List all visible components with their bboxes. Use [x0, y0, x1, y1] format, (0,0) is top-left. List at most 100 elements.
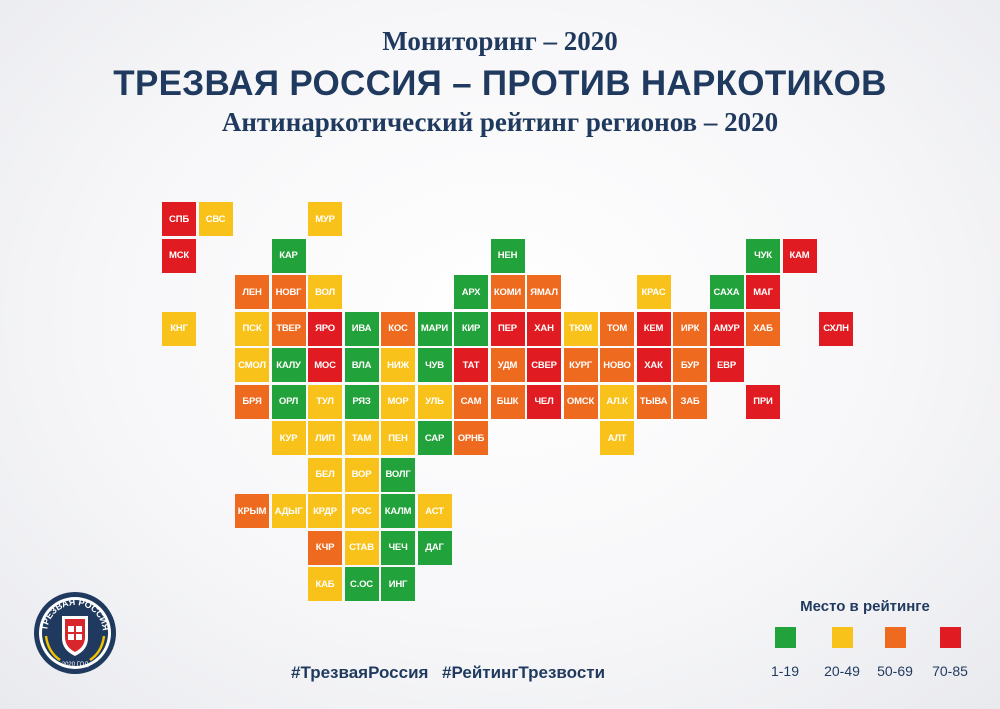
region-tile-80: ЧЕЧ — [381, 530, 415, 565]
region-tile-69: БЕЛ — [308, 457, 342, 492]
region-tile-35: КАЛУ — [271, 348, 306, 382]
region-tile-64: ТАМ — [344, 421, 379, 455]
region-tile-78: КЧР — [308, 530, 342, 565]
region-tile-3: МСК — [162, 238, 196, 273]
region-tile-54: САМ — [454, 384, 488, 419]
hashtag-trezvaya-rossiya[interactable]: #ТрезваяРоссия — [291, 663, 429, 682]
region-tile-59: ТЫВА — [636, 384, 671, 419]
region-tile-55: БШК — [490, 384, 525, 419]
region-tile-65: ПЕН — [381, 421, 415, 455]
region-tile-43: КУРГ — [563, 348, 598, 382]
region-tile-48: БРЯ — [235, 384, 269, 419]
region-tile-46: БУР — [673, 348, 707, 382]
region-tile-6: ЧУК — [746, 238, 780, 273]
region-tile-23: МАРИ — [417, 311, 452, 346]
legend-label-70-85: 70-85 — [932, 663, 968, 679]
region-tile-26: ХАН — [527, 311, 561, 346]
region-tile-58: АЛ.К — [600, 384, 634, 419]
title-subtitle: Антинаркотический рейтинг регионов – 202… — [221, 107, 779, 137]
region-tile-30: ИРК — [673, 311, 707, 346]
region-tile-70: ВОР — [344, 457, 379, 492]
region-tile-75: РОС — [344, 494, 379, 528]
region-tile-83: С.ОС — [344, 567, 379, 601]
region-tile-0: СПБ — [162, 202, 196, 236]
region-tile-31: АМУР — [709, 311, 744, 346]
region-tile-67: ОРНБ — [454, 421, 488, 455]
region-tile-18: ПСК — [235, 311, 269, 346]
region-tile-50: ТУЛ — [308, 384, 342, 419]
region-tile-33: СХЛН — [819, 311, 853, 346]
region-tile-36: МОС — [308, 348, 342, 382]
region-tile-44: НОВО — [600, 348, 634, 382]
region-tile-41: УДМ — [490, 348, 525, 382]
region-tile-24: КИР — [454, 311, 488, 346]
region-tile-53: УЛЬ — [417, 384, 452, 419]
region-tile-62: КУР — [271, 421, 306, 455]
region-tile-25: ПЕР — [490, 311, 525, 346]
title-main: ТРЕЗВАЯ РОССИЯ – ПРОТИВ НАРКОТИКОВ — [113, 64, 887, 103]
legend-swatch-green — [775, 627, 796, 648]
region-tile-42: СВЕР — [527, 348, 561, 382]
region-tile-52: МОР — [381, 384, 415, 419]
region-tile-66: САР — [417, 421, 452, 455]
region-tile-16: МАГ — [746, 275, 780, 309]
region-tile-14: КРАС — [636, 275, 671, 309]
region-tile-8: ЛЕН — [235, 275, 269, 309]
region-tile-60: ЗАБ — [673, 384, 707, 419]
legend-swatch-orange — [885, 627, 906, 648]
region-tile-7: КАМ — [782, 238, 817, 273]
trezvaya-rossiya-logo: ТРЕЗВАЯ РОССИЯ 2020 ГОД — [34, 592, 116, 674]
region-tile-12: КОМИ — [490, 275, 525, 309]
region-tile-10: ВОЛ — [308, 275, 342, 309]
region-tile-47: ЕВР — [709, 348, 744, 382]
region-tile-29: КЕМ — [636, 311, 671, 346]
region-tile-72: КРЫМ — [235, 494, 269, 528]
region-tile-56: ЧЕЛ — [527, 384, 561, 419]
region-tile-40: ТАТ — [454, 348, 488, 382]
region-tile-17: КНГ — [162, 311, 196, 346]
region-tile-38: НИЖ — [381, 348, 415, 382]
region-tile-2: МУР — [308, 202, 342, 236]
region-tile-57: ОМСК — [563, 384, 598, 419]
region-tile-51: РЯЗ — [344, 384, 379, 419]
region-tile-73: АДЫГ — [271, 494, 306, 528]
region-tile-34: СМОЛ — [235, 348, 269, 382]
region-tile-68: АЛТ — [600, 421, 634, 455]
region-tile-1: СВС — [198, 202, 233, 236]
region-tile-9: НОВГ — [271, 275, 306, 309]
region-tile-22: КОС — [381, 311, 415, 346]
region-tile-28: ТОМ — [600, 311, 634, 346]
region-tile-84: ИНГ — [381, 567, 415, 601]
region-tile-71: ВОЛГ — [381, 457, 415, 492]
region-tile-63: ЛИП — [308, 421, 342, 455]
legend-label-50-69: 50-69 — [877, 663, 913, 679]
region-tile-81: ДАГ — [417, 530, 452, 565]
region-tile-77: АСТ — [417, 494, 452, 528]
region-tile-37: ВЛА — [344, 348, 379, 382]
legend-label-1-19: 1-19 — [770, 663, 800, 679]
region-tile-21: ИВА — [344, 311, 379, 346]
region-tile-82: КАБ — [308, 567, 342, 601]
region-tile-74: КРДР — [308, 494, 342, 528]
region-tile-76: КАЛМ — [381, 494, 415, 528]
region-tile-27: ТЮМ — [563, 311, 598, 346]
region-tile-11: АРХ — [454, 275, 488, 309]
region-tile-45: ХАК — [636, 348, 671, 382]
legend-swatch-yellow — [832, 627, 853, 648]
region-tile-49: ОРЛ — [271, 384, 306, 419]
region-tile-4: КАР — [271, 238, 306, 273]
title-monitoring: Мониторинг – 2020 — [382, 26, 618, 56]
region-tile-32: ХАБ — [746, 311, 780, 346]
legend-title: Место в рейтинге — [800, 598, 930, 615]
hashtag-reiting-trezvosti[interactable]: #РейтингТрезвости — [442, 663, 606, 682]
region-tile-20: ЯРО — [308, 311, 342, 346]
region-tile-79: СТАВ — [344, 530, 379, 565]
logo-year: 2020 ГОД — [62, 662, 89, 668]
legend-swatch-red — [940, 627, 961, 648]
region-tile-5: НЕН — [490, 238, 525, 273]
region-tile-39: ЧУВ — [417, 348, 452, 382]
region-tile-13: ЯМАЛ — [527, 275, 561, 309]
region-tile-61: ПРИ — [746, 384, 780, 419]
region-tile-15: САХА — [709, 275, 744, 309]
legend-label-20-49: 20-49 — [824, 663, 860, 679]
